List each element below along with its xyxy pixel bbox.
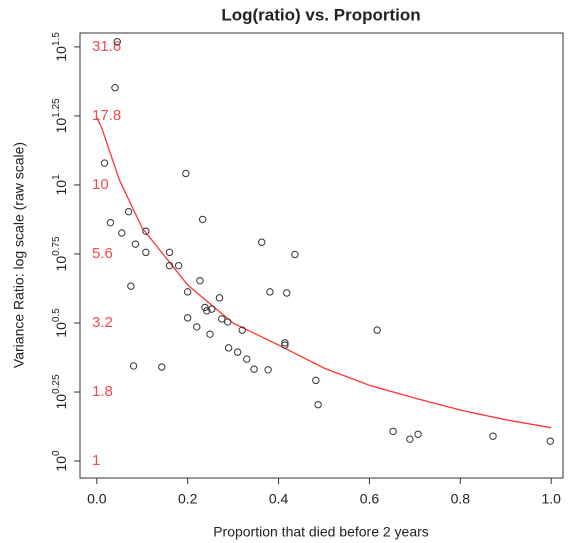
data-point bbox=[165, 248, 174, 257]
data-point bbox=[314, 400, 322, 409]
data-point bbox=[312, 376, 320, 385]
data-point bbox=[113, 38, 121, 46]
y-tick-label: 100.75 bbox=[51, 236, 69, 271]
data-point bbox=[142, 248, 150, 257]
data-point bbox=[546, 437, 554, 445]
data-point bbox=[111, 83, 119, 92]
y-tick-label: 101.25 bbox=[51, 98, 69, 133]
data-point bbox=[131, 240, 140, 248]
data-point bbox=[183, 288, 192, 296]
data-point bbox=[118, 229, 126, 237]
data-point bbox=[196, 276, 204, 285]
data-point bbox=[281, 341, 289, 349]
data-point bbox=[238, 326, 246, 334]
data-point bbox=[206, 330, 214, 338]
data-point bbox=[127, 282, 135, 290]
data-point bbox=[373, 326, 381, 334]
y-tick-label: 100 bbox=[51, 450, 69, 472]
data-point bbox=[193, 323, 201, 331]
tick-annotation: 3.2 bbox=[92, 314, 113, 331]
x-tick-label: 0.8 bbox=[451, 491, 471, 507]
fit-line bbox=[96, 117, 552, 429]
data-point bbox=[266, 288, 274, 296]
data-point bbox=[283, 289, 291, 297]
data-point bbox=[215, 294, 224, 302]
data-point bbox=[250, 365, 258, 373]
y-tick-label: 100.25 bbox=[51, 374, 69, 409]
y-tick-label: 101.5 bbox=[51, 32, 69, 62]
tick-annotation: 1 bbox=[92, 452, 100, 469]
data-point bbox=[224, 344, 233, 352]
y-axis-label: Variance Ratio: log scale (raw scale) bbox=[11, 142, 27, 368]
data-point bbox=[233, 348, 242, 356]
data-point bbox=[106, 218, 115, 227]
x-tick-label: 1.0 bbox=[541, 491, 561, 507]
data-point bbox=[142, 227, 150, 235]
data-point bbox=[198, 215, 207, 224]
data-point bbox=[124, 207, 133, 216]
data-point bbox=[281, 339, 289, 347]
x-tick-label: 0.0 bbox=[87, 491, 107, 507]
chart-title: Log(ratio) vs. Proportion bbox=[221, 5, 420, 24]
x-tick-label: 0.2 bbox=[178, 491, 198, 507]
data-point bbox=[389, 427, 397, 436]
data-point bbox=[203, 307, 211, 315]
tick-annotation: 5.6 bbox=[92, 245, 113, 262]
tick-annotation: 31.6 bbox=[92, 38, 121, 55]
tick-annotation: 10 bbox=[92, 176, 109, 193]
plot-frame bbox=[79, 32, 564, 479]
data-point bbox=[183, 314, 192, 322]
data-point bbox=[406, 435, 414, 443]
y-tick-label: 101 bbox=[51, 174, 69, 196]
data-point bbox=[414, 430, 422, 438]
data-point bbox=[258, 238, 266, 246]
data-point bbox=[489, 432, 497, 440]
y-tick-label: 100.5 bbox=[51, 308, 69, 338]
x-tick-label: 0.6 bbox=[360, 491, 380, 507]
data-point bbox=[174, 261, 183, 270]
data-point bbox=[129, 362, 138, 370]
data-point bbox=[218, 315, 226, 323]
data-point bbox=[100, 159, 109, 167]
x-tick-label: 0.4 bbox=[269, 491, 289, 507]
data-point bbox=[223, 318, 232, 326]
tick-annotation: 1.8 bbox=[92, 383, 113, 400]
tick-annotation: 17.8 bbox=[92, 107, 121, 124]
x-axis-label: Proportion that died before 2 years bbox=[213, 524, 429, 540]
data-point bbox=[158, 363, 166, 371]
data-point bbox=[182, 169, 190, 178]
data-point bbox=[243, 355, 251, 363]
data-point bbox=[165, 261, 174, 270]
data-point bbox=[208, 305, 216, 313]
data-point bbox=[291, 250, 299, 259]
data-point bbox=[264, 366, 272, 374]
